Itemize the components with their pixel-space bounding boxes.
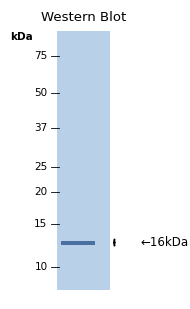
Bar xyxy=(61,240,95,245)
Text: Western Blot: Western Blot xyxy=(41,11,126,24)
Text: ←16kDa: ←16kDa xyxy=(140,236,188,249)
Bar xyxy=(57,31,110,290)
Text: kDa: kDa xyxy=(10,32,33,42)
Text: 20: 20 xyxy=(34,187,48,197)
Text: 75: 75 xyxy=(34,51,48,61)
Text: 10: 10 xyxy=(34,262,48,272)
Text: 25: 25 xyxy=(34,162,48,172)
Text: 37: 37 xyxy=(34,123,48,133)
Text: 50: 50 xyxy=(34,88,48,98)
Text: 15: 15 xyxy=(34,219,48,229)
